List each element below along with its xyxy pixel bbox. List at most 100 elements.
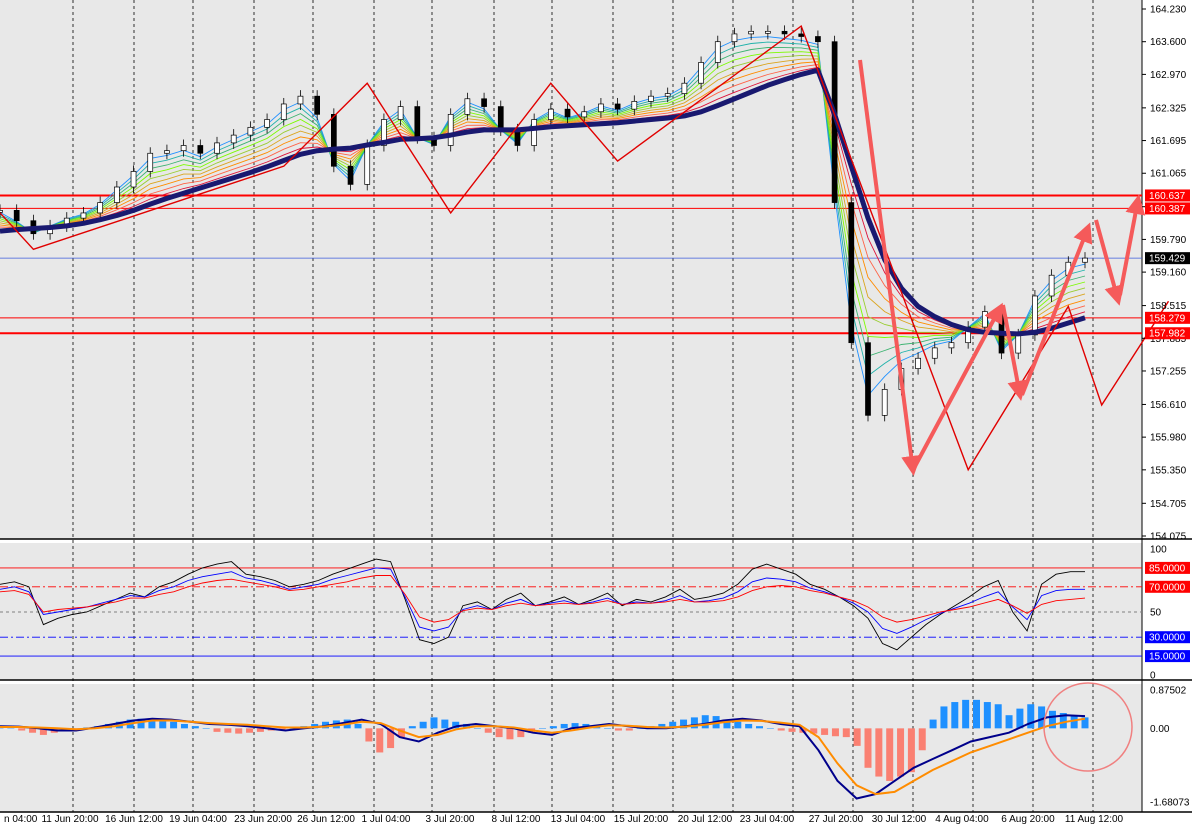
macd-histogram-bar	[1027, 704, 1035, 729]
macd-histogram-bar	[137, 718, 145, 729]
x-tick-label: 13 Jul 04:00	[551, 814, 606, 825]
macd-y-tick-label: 0.87502	[1150, 686, 1187, 697]
candle-body	[80, 212, 87, 219]
macd-histogram-bar	[354, 723, 362, 729]
x-tick-label: 11 Aug 12:00	[1065, 814, 1124, 825]
level-price-label: 158.279	[1149, 313, 1186, 324]
macd-histogram-bar	[973, 699, 980, 729]
macd-histogram-bar	[365, 728, 373, 742]
x-tick-label: 16 Jun 12:00	[105, 814, 163, 825]
forecast-arrow	[1020, 222, 1093, 396]
candle-body	[881, 389, 888, 416]
ema-ribbon-line	[0, 58, 1086, 342]
macd-histogram-bar	[289, 728, 297, 729]
candle-body	[147, 152, 154, 172]
price-panel-bg	[0, 0, 1142, 539]
x-tick-label: 30 Jul 12:00	[872, 814, 927, 825]
candle-body	[531, 119, 538, 146]
forecast-arrow	[858, 59, 922, 476]
candle-body	[414, 106, 421, 139]
macd-histogram-bar	[39, 728, 47, 735]
macd-histogram-bar	[571, 723, 579, 729]
ema-ribbon-line	[0, 61, 1086, 340]
rsi-series-line	[0, 558, 1085, 651]
x-tick-label: 3 Jul 20:00	[426, 814, 475, 825]
macd-histogram-bar	[1016, 708, 1024, 729]
macd-histogram-bar	[213, 728, 221, 732]
price-y-tick-label: 163.600	[1150, 37, 1187, 48]
macd-histogram-bar	[864, 728, 872, 768]
candle-body	[214, 142, 220, 154]
candle-body	[815, 36, 821, 43]
price-y-tick-label: 154.075	[1150, 532, 1187, 543]
macd-histogram-bar	[484, 728, 492, 733]
macd-histogram-bar	[1081, 717, 1089, 729]
macd-series-line	[0, 717, 1086, 796]
rsi-y-tick-label: 15.0000	[1149, 652, 1186, 663]
macd-histogram-bar	[202, 728, 210, 729]
candle-body	[13, 210, 20, 222]
rsi-y-tick-label: 50	[1150, 608, 1162, 619]
price-y-tick-label: 161.695	[1150, 136, 1187, 147]
rsi-level-tag	[1145, 561, 1190, 574]
macd-histogram-bar	[517, 728, 525, 738]
macd-histogram-bar	[886, 728, 894, 781]
x-tick-label: n 04:00	[4, 814, 38, 825]
candle-body	[447, 113, 454, 146]
ema-ribbon-line	[0, 63, 1086, 338]
macd-histogram-bar	[897, 728, 905, 777]
candle-body	[731, 33, 738, 43]
macd-histogram-bar	[962, 699, 970, 729]
candle-body	[564, 108, 571, 118]
candle-body	[397, 106, 404, 120]
macd-histogram-bar	[170, 721, 178, 729]
macd-histogram-bar	[831, 728, 839, 737]
macd-histogram-bar	[723, 719, 731, 729]
x-tick-label: 6 Aug 20:00	[1001, 814, 1055, 825]
level-price-label: 157.982	[1149, 329, 1186, 340]
candle-body	[297, 95, 304, 105]
candle-body	[0, 210, 3, 213]
macd-histogram-bar	[278, 728, 286, 730]
macd-histogram-bar	[625, 728, 633, 731]
ema-ribbon-line	[0, 54, 1086, 344]
macd-histogram-bar	[907, 728, 915, 773]
candle-body	[197, 145, 204, 154]
candle-body	[915, 357, 921, 369]
macd-histogram-bar	[940, 706, 948, 729]
x-tick-label: 27 Jul 20:00	[809, 814, 864, 825]
horizontal-levels	[0, 194, 1142, 657]
candle-body	[264, 119, 270, 128]
rsi-y-tick-label: 100	[1150, 545, 1167, 556]
macd-y-tick-label: 0.00	[1150, 724, 1170, 735]
macd-histogram-bar	[777, 728, 785, 731]
macd-histogram-bar	[1059, 713, 1067, 729]
price-y-tick-label: 156.610	[1150, 400, 1187, 411]
macd-histogram-bar	[853, 728, 861, 746]
macd-histogram-bar	[810, 728, 818, 734]
ema-ribbon-line	[0, 36, 1086, 397]
x-tick-label: 15 Jul 20:00	[614, 814, 669, 825]
candle-body	[848, 202, 855, 344]
ema-ribbon-line	[0, 41, 1086, 377]
level-price-tag	[1145, 311, 1190, 324]
macd-histogram-bar	[788, 728, 796, 732]
candle-body	[113, 186, 120, 203]
candle-body	[931, 347, 938, 359]
candle-body	[664, 93, 671, 97]
axes: n 04:00 11 Jun 20:00 16 Jun 12:00 19 Jun 04…	[4, 5, 1190, 825]
current-price-label: 159.429	[1149, 254, 1186, 265]
price-y-tick-label: 157.885	[1150, 334, 1187, 345]
price-y-tick-label: 159.790	[1150, 235, 1187, 246]
macd-histogram-bar	[246, 728, 254, 733]
candle-body	[497, 106, 504, 131]
rsi-y-tick-label: 30.0000	[1149, 633, 1186, 644]
macd-histogram-bar	[539, 728, 546, 729]
macd-histogram-bar	[842, 728, 850, 738]
candle-body	[698, 62, 704, 84]
candle-body	[1048, 274, 1055, 297]
macd-histogram-bar	[180, 723, 188, 729]
macd-histogram-bar	[387, 728, 395, 749]
